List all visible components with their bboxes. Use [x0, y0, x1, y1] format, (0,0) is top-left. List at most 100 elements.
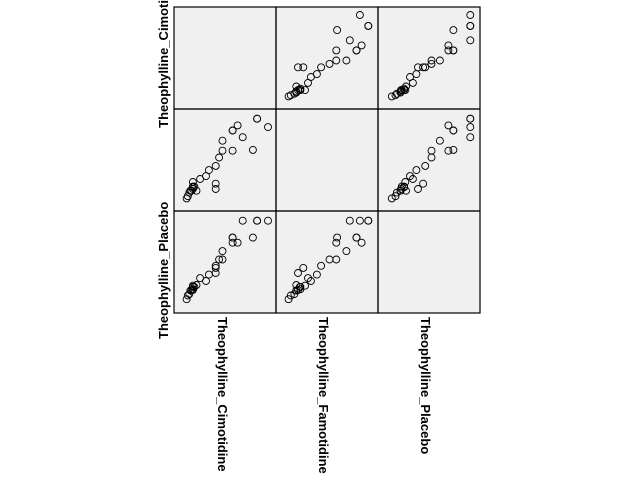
point-r3-c2-19	[325, 255, 334, 264]
point-r2-c1-25	[238, 133, 247, 142]
point-r2-c3-11	[402, 186, 410, 195]
point-r1-c3-26	[449, 26, 458, 35]
point-r2-c1-23	[228, 126, 237, 135]
point-r3-c2-24	[357, 238, 366, 247]
point-r1-c2-10	[301, 86, 309, 95]
point-r1-c3-16	[419, 63, 428, 72]
matrix-frames	[173, 6, 481, 314]
point-r3-c2-15	[294, 269, 302, 277]
point-r2-c1-17	[211, 161, 220, 170]
point-r1-c3-10	[401, 86, 410, 95]
point-r2-c3-26	[449, 145, 458, 154]
point-r2-c1-20	[218, 136, 227, 145]
point-r1-c3-23	[449, 46, 458, 55]
point-r3-c1-10	[188, 281, 197, 290]
point-r1-c3-25	[466, 36, 475, 45]
point-r3-c1-21	[228, 238, 237, 247]
column-label-1: Theophylline_Cimotidine	[215, 317, 230, 472]
point-r1-c2-11	[292, 82, 301, 91]
point-r2-c1-10	[188, 178, 197, 186]
point-r3-c2-23	[352, 233, 361, 242]
point-r1-c2-21	[332, 46, 341, 55]
point-r2-c3-2	[391, 192, 400, 201]
point-r2-c1-26	[248, 145, 257, 154]
point-r2-c3-17	[421, 161, 430, 170]
point-r1-c2-19	[325, 59, 334, 68]
point-r2-c1-18	[218, 146, 227, 155]
point-r3-c1-29	[264, 216, 272, 225]
row-label-1: Theophylline_Cimoti	[156, 0, 171, 128]
point-r1-c2-16	[299, 63, 308, 72]
point-r2-c3-12	[408, 175, 417, 183]
point-r1-c3-11	[402, 82, 410, 91]
point-r3-c1-23	[228, 233, 237, 242]
point-r2-c3-25	[466, 133, 475, 142]
point-r1-c2-18	[332, 56, 341, 65]
point-r3-c1-20	[218, 247, 227, 256]
point-r3-c2-28	[364, 216, 373, 225]
point-r1-c3-20	[435, 56, 444, 65]
point-r2-c3-21	[444, 146, 453, 155]
point-r3-c1-16	[211, 263, 220, 272]
point-r3-c2-16	[299, 263, 308, 272]
point-r2-c3-23	[449, 126, 458, 135]
point-r1-c2-17	[317, 63, 326, 72]
point-r1-c3-29	[466, 11, 475, 19]
point-r2-c3-28	[466, 114, 475, 123]
point-r2-c3-13	[406, 172, 414, 181]
point-r1-c3-17	[421, 63, 430, 72]
point-r3-c1-1	[182, 295, 191, 304]
point-r1-c3-21	[444, 46, 453, 55]
point-r2-c3-19	[427, 153, 436, 162]
point-r3-c2-12	[304, 274, 312, 283]
point-r2-c3-20	[435, 136, 444, 145]
point-r1-c3-24	[444, 41, 453, 50]
point-r1-c3-1	[387, 92, 396, 101]
column-label-2: Theophylline_Famotidine	[316, 317, 331, 474]
point-r3-c1-17	[211, 261, 220, 270]
point-r2-c3-14	[412, 166, 421, 175]
point-r1-c3-13	[406, 73, 414, 81]
point-r3-c1-24	[233, 238, 242, 247]
point-r1-c2-14	[312, 70, 321, 79]
point-r3-c1-18	[218, 255, 227, 264]
panel-r1-c1	[174, 7, 276, 109]
point-r3-c2-2	[286, 291, 295, 300]
point-r2-c3-24	[444, 121, 453, 130]
point-r1-c2-5	[292, 87, 301, 96]
point-r1-c3-18	[427, 56, 436, 65]
point-r1-c2-28	[364, 21, 373, 30]
column-label-3: Theophylline_Placebo	[418, 317, 433, 454]
point-r3-c1-2	[183, 291, 192, 300]
point-r2-c1-21	[228, 146, 237, 155]
point-r2-c1-24	[233, 121, 242, 130]
point-r2-c3-15	[414, 185, 422, 193]
point-r3-c2-25	[345, 216, 354, 225]
point-r3-c2-20	[342, 247, 351, 256]
point-r3-c2-11	[292, 281, 301, 289]
point-r2-c1-11	[192, 186, 201, 195]
point-r3-c2-29	[355, 216, 364, 225]
point-r3-c1-25	[238, 216, 247, 225]
point-r1-c2-29	[355, 11, 364, 19]
point-r3-c2-21	[332, 238, 341, 247]
point-r2-c1-16	[211, 179, 220, 188]
point-r2-c1-19	[215, 153, 224, 162]
panel-r2-c2	[276, 109, 378, 211]
point-r1-c3-28	[466, 21, 475, 30]
point-r1-c2-23	[352, 46, 361, 55]
point-r2-c3-29	[466, 123, 475, 132]
row-label-3: Theophylline_Placebo	[156, 202, 171, 339]
point-r2-c1-5	[187, 186, 196, 195]
point-r3-c2-17	[317, 261, 326, 270]
panel-frame-r3-c3	[377, 210, 481, 314]
point-r3-c1-26	[248, 233, 257, 242]
point-r2-c3-10	[401, 178, 410, 186]
point-r2-c1-14	[204, 166, 213, 175]
point-r1-c2-25	[345, 36, 354, 45]
point-r3-c1-19	[215, 255, 224, 264]
point-r3-c1-13	[202, 277, 210, 285]
panel-r3-c3	[378, 211, 480, 313]
point-r3-c1-28	[253, 216, 262, 225]
point-r3-c1-11	[192, 281, 201, 289]
